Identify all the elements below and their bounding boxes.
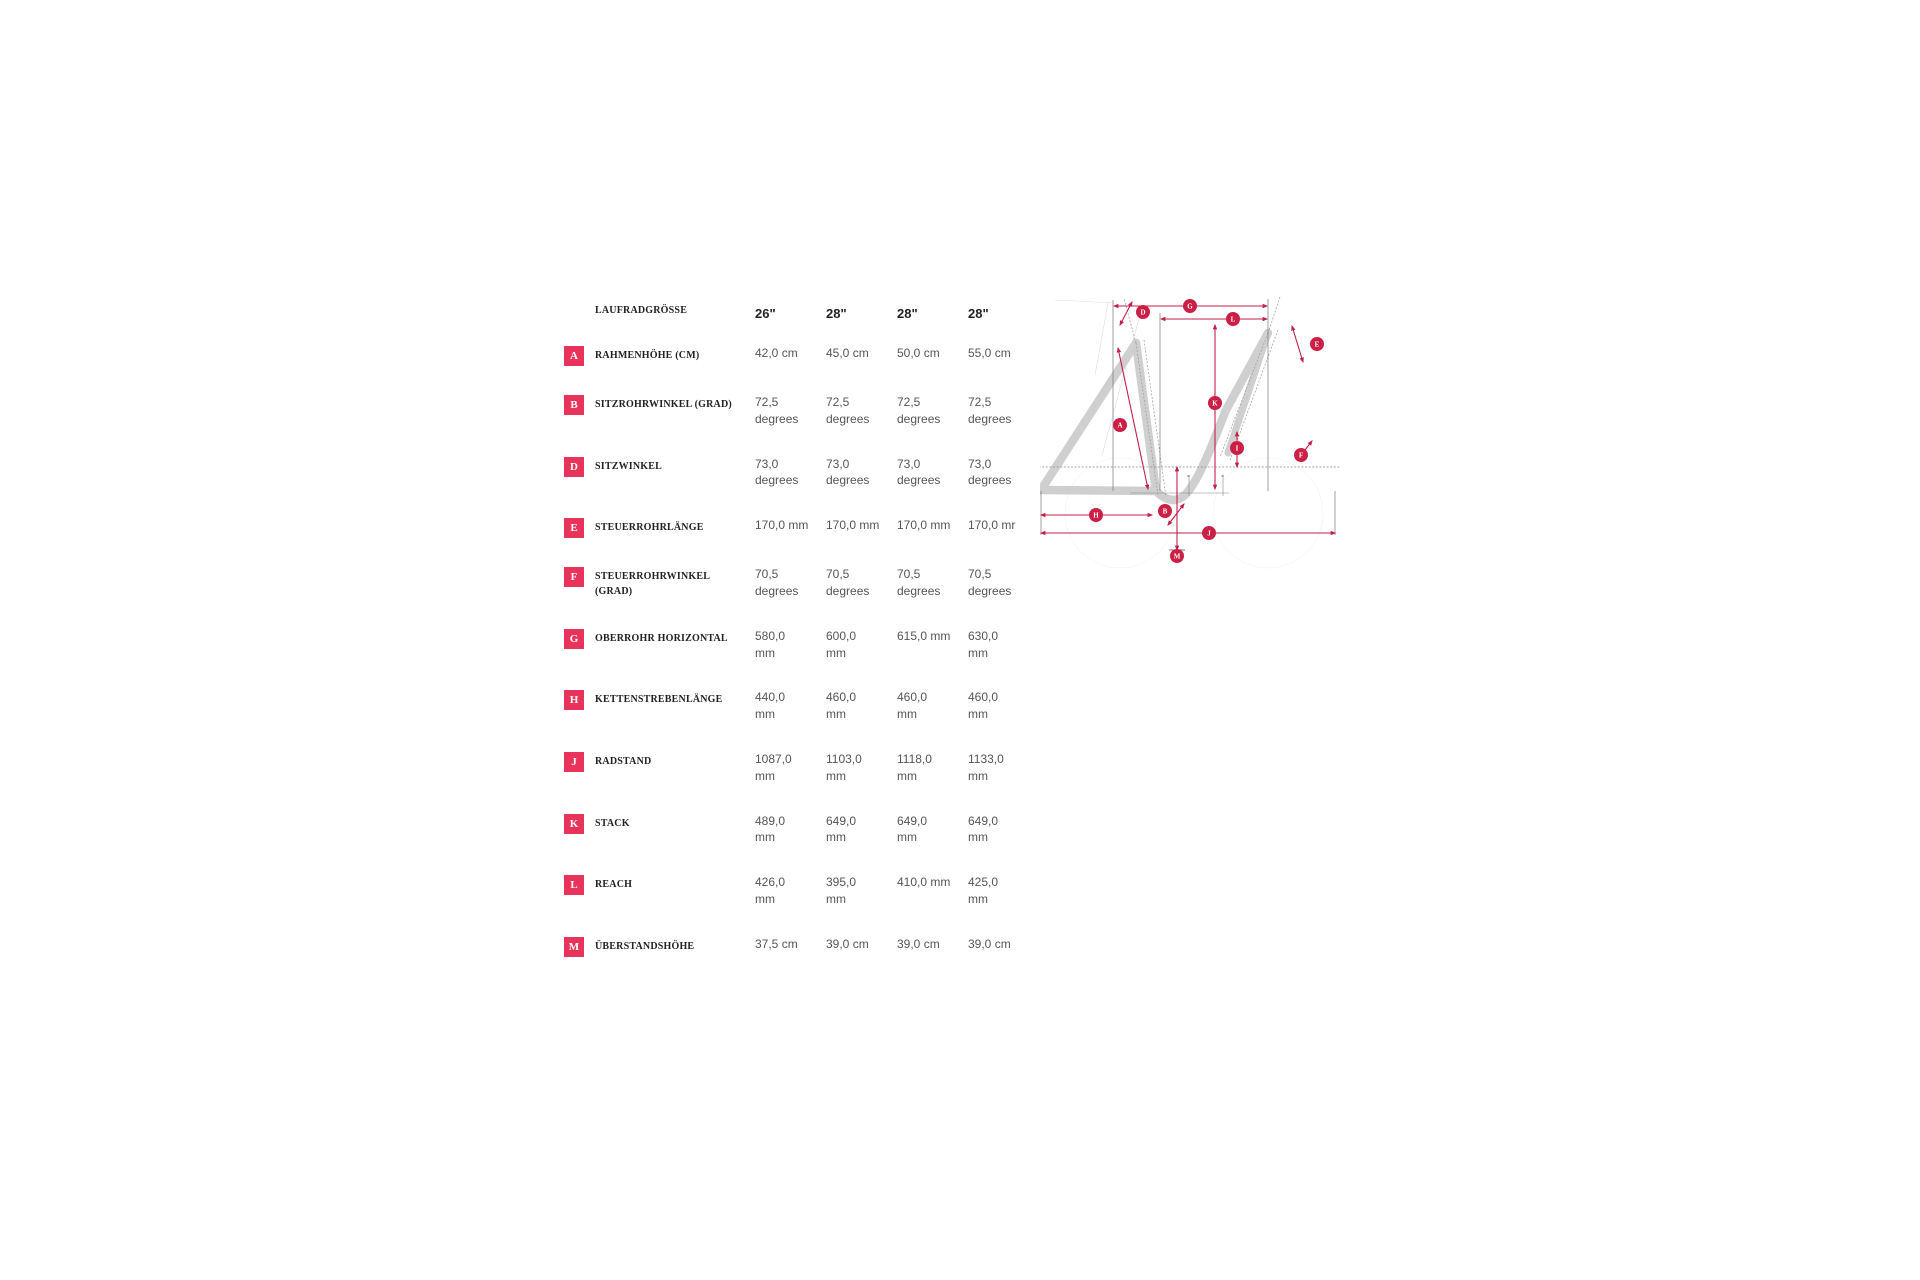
svg-text:I: I	[1236, 445, 1239, 453]
svg-text:E: E	[1315, 341, 1320, 349]
svg-text:B: B	[1163, 508, 1168, 516]
svg-text:F: F	[1299, 452, 1303, 460]
svg-text:M: M	[1174, 553, 1181, 561]
svg-text:H: H	[1093, 512, 1099, 520]
svg-text:K: K	[1212, 400, 1218, 408]
svg-text:L: L	[1231, 316, 1236, 324]
svg-text:D: D	[1140, 309, 1145, 317]
svg-text:A: A	[1117, 422, 1122, 430]
svg-text:G: G	[1187, 303, 1193, 311]
svg-text:J: J	[1207, 530, 1211, 538]
